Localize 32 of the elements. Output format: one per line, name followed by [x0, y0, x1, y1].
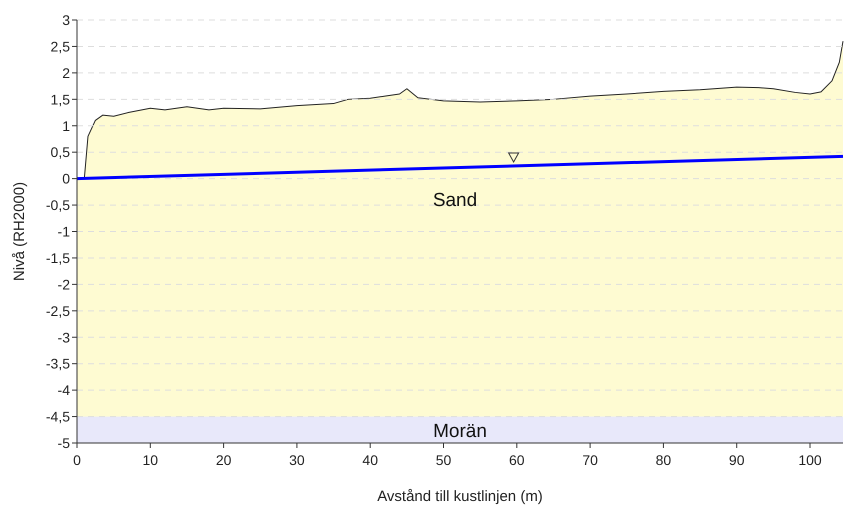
x-tick-label: 0 [73, 452, 82, 468]
y-tick-label: 0 [62, 170, 70, 187]
y-tick-label: 1 [62, 118, 70, 134]
x-tick-label: 100 [798, 452, 822, 468]
x-tick-label: 40 [362, 452, 378, 468]
x-tick-label: 80 [656, 452, 672, 468]
y-tick-label: -4 [58, 382, 70, 398]
y-tick-label: 3 [62, 12, 70, 28]
x-tick-label: 30 [289, 452, 305, 468]
y-tick-label: 0,5 [50, 144, 70, 160]
y-tick-label: -2,5 [46, 302, 70, 319]
x-tick-label: 70 [582, 452, 598, 468]
y-tick-label: -2 [58, 276, 70, 292]
x-tick-label: 90 [728, 452, 745, 468]
y-tick-label: 2,5 [50, 38, 70, 54]
y-tick-label: -1,5 [46, 250, 70, 266]
band-label: Morän [433, 420, 487, 442]
x-tick-label: 60 [509, 452, 525, 468]
y-tick-label: -1 [58, 224, 70, 240]
y-tick-label: -0,5 [46, 197, 70, 214]
x-axis-title: Avstånd till kustlinjen (m) [377, 488, 543, 505]
x-tick-label: 20 [216, 452, 232, 468]
y-tick-label: -3 [58, 329, 70, 346]
y-tick-label: 2 [62, 64, 70, 81]
x-tick-label: 50 [436, 452, 452, 468]
series-label: Sand [432, 190, 478, 212]
y-tick-label: -5 [58, 435, 70, 451]
y-axis-title: Nivå (RH2000) [11, 182, 28, 282]
y-tick-label: -3,5 [46, 356, 70, 372]
y-tick-label: -4,5 [46, 408, 70, 425]
y-tick-label: 1,5 [50, 91, 70, 108]
x-tick-label: 10 [142, 452, 158, 468]
